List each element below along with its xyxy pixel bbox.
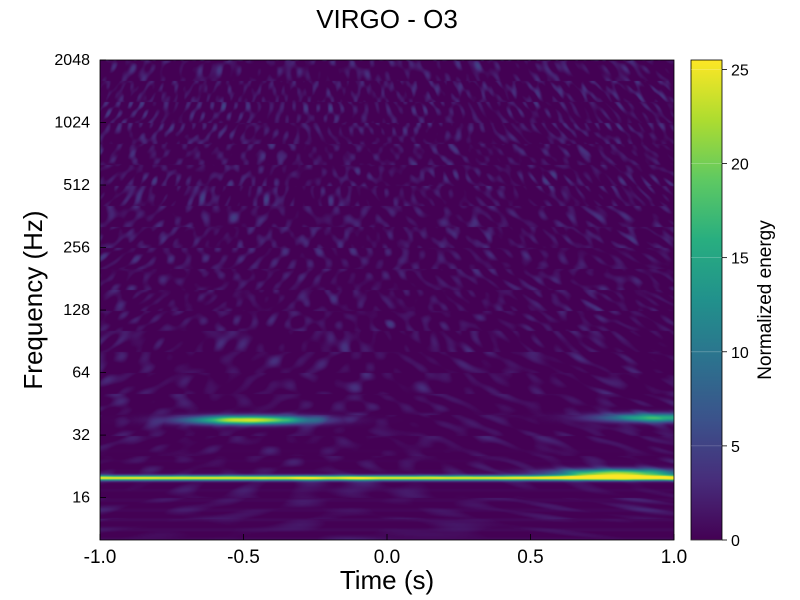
y-tick-label: 512 (63, 177, 90, 194)
x-tick-label: -0.5 (227, 547, 260, 568)
colorbar-label: Normalized energy (755, 220, 776, 380)
x-tick-label: 0.0 (374, 547, 400, 568)
y-tick-label: 64 (72, 365, 90, 382)
colorbar-gradient (690, 59, 723, 541)
chart-title-text: VIRGO - O3 (316, 4, 458, 34)
colorbar-ticks: 0 5 10 15 20 25 (691, 62, 749, 550)
y-tick-label: 32 (72, 427, 90, 444)
colorbar-tick-label: 15 (731, 251, 749, 268)
x-tick-label: 0.5 (517, 547, 543, 568)
y-tick-label: 128 (63, 302, 90, 319)
colorbar: 0 5 10 15 20 25 Normalized energy (690, 59, 776, 550)
colorbar-tick-label: 10 (731, 345, 749, 362)
x-tick-label: 1.0 (661, 547, 687, 568)
colorbar-tick-label: 0 (731, 533, 740, 550)
chart-title: VIRGO - O3 (316, 4, 458, 34)
y-tick-label: 16 (72, 490, 90, 507)
x-tick-label: -1.0 (84, 547, 117, 568)
heatmap-image (100, 60, 674, 540)
y-axis-label: Frequency (Hz) (18, 210, 48, 389)
y-axis-ticks: 16 32 64 128 256 512 1024 2048 (54, 52, 106, 507)
y-tick-label: 256 (63, 240, 90, 257)
x-axis-label: Time (s) (340, 565, 434, 595)
y-tick-label: 2048 (54, 52, 90, 69)
colorbar-tick-label: 5 (731, 439, 740, 456)
colorbar-tick-label: 25 (731, 62, 749, 79)
plot-area (99, 59, 675, 541)
y-tick-label: 1024 (54, 115, 90, 132)
x-axis-ticks: -1.0 -0.5 0.0 0.5 1.0 (84, 534, 687, 568)
colorbar-tick-label: 20 (731, 157, 749, 174)
